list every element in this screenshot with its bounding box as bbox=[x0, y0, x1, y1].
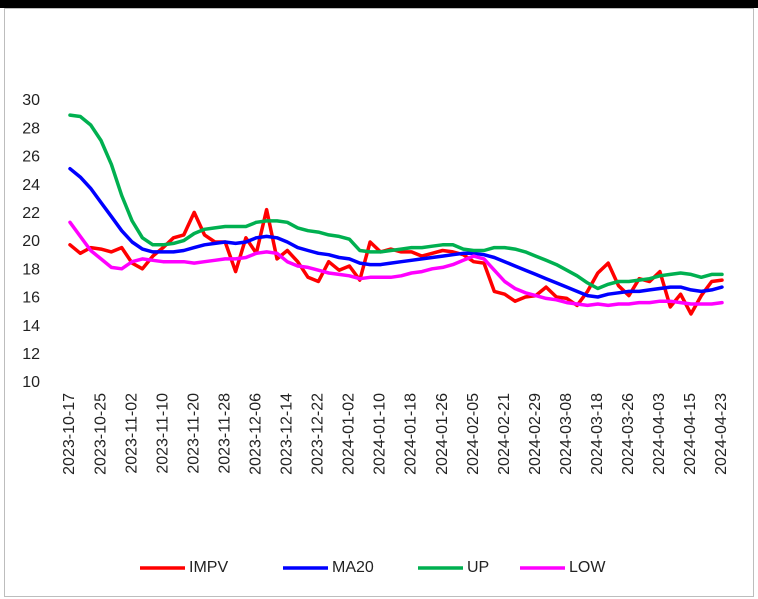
x-tick-label: 2024-03-08 bbox=[558, 393, 575, 475]
series-line bbox=[68, 113, 724, 291]
legend-label: MA20 bbox=[332, 559, 374, 576]
x-tick-label: 2024-01-02 bbox=[341, 393, 358, 475]
x-tick-label: 2023-11-28 bbox=[216, 393, 233, 474]
y-tick-label: 24 bbox=[22, 177, 40, 194]
x-tick-label: 2023-11-10 bbox=[154, 393, 171, 474]
x-tick-label: 2023-12-06 bbox=[248, 393, 265, 475]
y-tick-label: 12 bbox=[22, 346, 40, 363]
series-line bbox=[68, 166, 724, 299]
x-tick-label: 2024-03-26 bbox=[620, 393, 637, 475]
x-tick-label: 2024-04-03 bbox=[651, 393, 668, 475]
x-tick-label: 2024-03-18 bbox=[589, 393, 606, 475]
x-tick-label: 2023-12-14 bbox=[279, 393, 296, 475]
y-tick-label: 28 bbox=[22, 120, 40, 137]
series-line bbox=[68, 220, 724, 308]
y-tick-label: 14 bbox=[22, 318, 40, 335]
legend-label: UP bbox=[467, 559, 489, 576]
y-tick-label: 30 bbox=[22, 92, 40, 109]
x-tick-label: 2023-10-17 bbox=[61, 393, 78, 475]
x-tick-label: 2024-01-26 bbox=[434, 393, 451, 475]
x-tick-label: 2024-01-10 bbox=[372, 393, 389, 475]
x-tick-label: 2024-02-05 bbox=[465, 393, 482, 475]
x-tick-label: 2024-04-23 bbox=[713, 393, 730, 475]
y-tick-label: 18 bbox=[22, 261, 40, 278]
x-tick-label: 2024-02-29 bbox=[527, 393, 544, 475]
x-tick-label: 2024-04-15 bbox=[682, 393, 699, 475]
x-tick-label: 2023-11-02 bbox=[123, 393, 140, 474]
x-tick-label: 2023-10-25 bbox=[92, 393, 109, 475]
legend-label: IMPV bbox=[189, 559, 228, 576]
y-tick-label: 22 bbox=[22, 205, 40, 222]
x-tick-label: 2024-01-18 bbox=[403, 393, 420, 475]
y-tick-label: 16 bbox=[22, 290, 40, 307]
x-tick-label: 2023-11-20 bbox=[185, 393, 202, 474]
legend-label: LOW bbox=[569, 559, 606, 576]
chart-frame bbox=[4, 8, 754, 597]
top-band bbox=[0, 0, 758, 8]
x-tick-label: 2024-02-21 bbox=[496, 393, 513, 475]
y-tick-label: 20 bbox=[22, 233, 40, 250]
y-tick-label: 10 bbox=[22, 374, 40, 391]
x-tick-label: 2023-12-22 bbox=[310, 393, 327, 475]
y-tick-label: 26 bbox=[22, 149, 40, 166]
